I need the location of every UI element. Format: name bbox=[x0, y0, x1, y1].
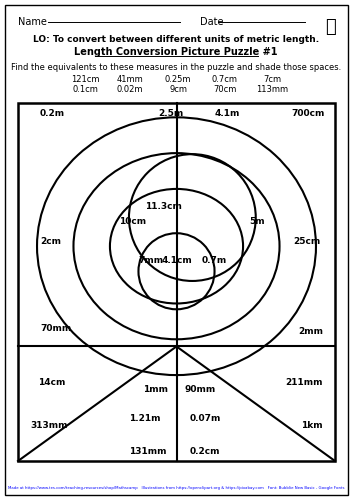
Text: 313mm: 313mm bbox=[30, 420, 67, 430]
Text: 7mm: 7mm bbox=[138, 256, 163, 265]
Text: 14cm: 14cm bbox=[38, 378, 65, 386]
Text: 1mm: 1mm bbox=[144, 385, 168, 394]
Text: 113mm: 113mm bbox=[256, 86, 288, 94]
Text: 0.07m: 0.07m bbox=[189, 414, 221, 422]
Text: 0.02m: 0.02m bbox=[117, 86, 143, 94]
Text: 0.7m: 0.7m bbox=[202, 256, 227, 265]
Text: Find the equivalents to these measures in the puzzle and shade those spaces.: Find the equivalents to these measures i… bbox=[11, 62, 341, 72]
Text: 0.25m: 0.25m bbox=[165, 76, 191, 84]
Text: 41mm: 41mm bbox=[116, 76, 143, 84]
Text: LO: To convert between different units of metric length.: LO: To convert between different units o… bbox=[33, 36, 319, 44]
Text: 70cm: 70cm bbox=[213, 86, 237, 94]
Text: 90mm: 90mm bbox=[185, 385, 216, 394]
Text: 2.5m: 2.5m bbox=[158, 108, 184, 118]
Text: 2mm: 2mm bbox=[298, 327, 323, 336]
Text: 0.7cm: 0.7cm bbox=[212, 76, 238, 84]
Text: 1km: 1km bbox=[301, 420, 323, 430]
Text: 0.1cm: 0.1cm bbox=[72, 86, 98, 94]
Text: 2cm: 2cm bbox=[40, 236, 61, 246]
Text: Made at https://www.tes.com/teaching-resources/shop/Mathscamp   Illustrations fr: Made at https://www.tes.com/teaching-res… bbox=[8, 486, 344, 490]
Text: 1.21m: 1.21m bbox=[129, 414, 161, 422]
Text: 700cm: 700cm bbox=[292, 108, 325, 118]
Text: 0.2cm: 0.2cm bbox=[189, 446, 220, 456]
Text: 9cm: 9cm bbox=[169, 86, 187, 94]
Text: 10cm: 10cm bbox=[119, 216, 146, 226]
Text: 0.2m: 0.2m bbox=[40, 108, 65, 118]
Text: 🤖: 🤖 bbox=[325, 18, 335, 36]
Text: Name: Name bbox=[18, 17, 47, 27]
Text: 131mm: 131mm bbox=[129, 446, 167, 456]
Text: 70mm: 70mm bbox=[40, 324, 71, 333]
Text: 211mm: 211mm bbox=[286, 378, 323, 386]
Bar bbox=[18, 103, 335, 461]
Text: 5m: 5m bbox=[250, 216, 265, 226]
Text: Date: Date bbox=[200, 17, 223, 27]
Text: 25cm: 25cm bbox=[293, 236, 320, 246]
Text: 121cm: 121cm bbox=[71, 76, 99, 84]
Text: Length Conversion Picture Puzzle #1: Length Conversion Picture Puzzle #1 bbox=[74, 47, 278, 57]
Text: 4.1cm: 4.1cm bbox=[161, 256, 192, 265]
Text: 4.1m: 4.1m bbox=[215, 108, 240, 118]
Text: 7cm: 7cm bbox=[263, 76, 281, 84]
Text: 11.3cm: 11.3cm bbox=[145, 202, 182, 211]
